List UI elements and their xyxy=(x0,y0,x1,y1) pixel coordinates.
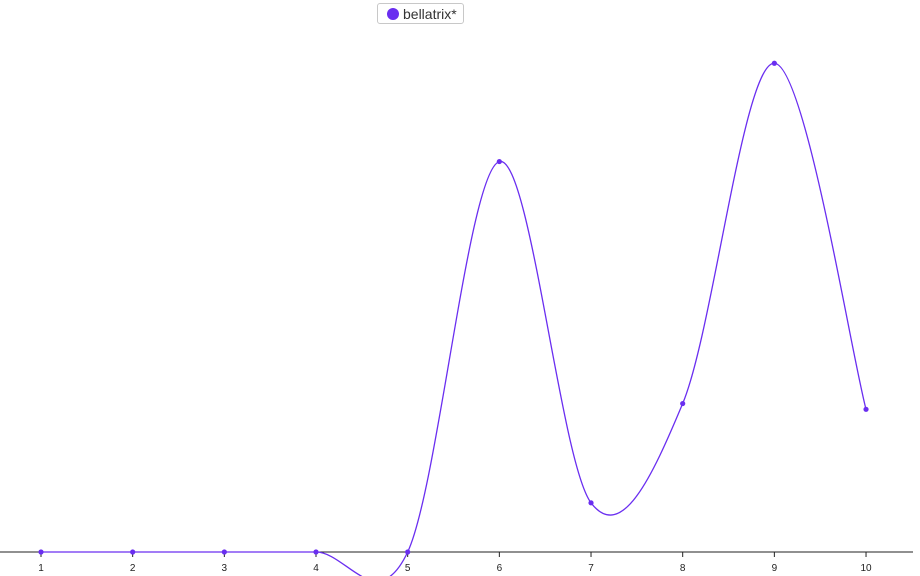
data-points xyxy=(38,60,869,555)
x-tick-label: 8 xyxy=(680,563,686,574)
data-point[interactable] xyxy=(588,500,594,506)
data-point[interactable] xyxy=(863,406,869,412)
x-tick-label: 1 xyxy=(38,563,44,574)
x-tick-label: 6 xyxy=(497,563,503,574)
x-tick-label: 2 xyxy=(130,563,136,574)
data-point[interactable] xyxy=(405,549,411,555)
x-tick-label: 7 xyxy=(588,563,594,574)
x-tick-label: 5 xyxy=(405,563,411,574)
x-tick-label: 10 xyxy=(860,563,872,574)
data-point[interactable] xyxy=(221,549,227,555)
x-tick-label: 4 xyxy=(313,563,319,574)
legend-label: bellatrix* xyxy=(403,5,457,22)
x-axis-ticks: 1 2 3 4 5 6 7 8 9 10 xyxy=(38,552,872,574)
data-point[interactable] xyxy=(38,549,44,555)
legend-swatch xyxy=(387,7,399,20)
data-point[interactable] xyxy=(496,158,502,165)
x-tick-label: 9 xyxy=(772,563,778,574)
legend[interactable]: bellatrix* xyxy=(377,3,464,24)
series-line-bellatrix xyxy=(41,62,867,576)
data-point[interactable] xyxy=(680,400,686,407)
data-point[interactable] xyxy=(130,549,136,555)
data-point[interactable] xyxy=(313,549,319,555)
x-tick-label: 3 xyxy=(222,563,228,574)
data-point[interactable] xyxy=(771,60,777,66)
